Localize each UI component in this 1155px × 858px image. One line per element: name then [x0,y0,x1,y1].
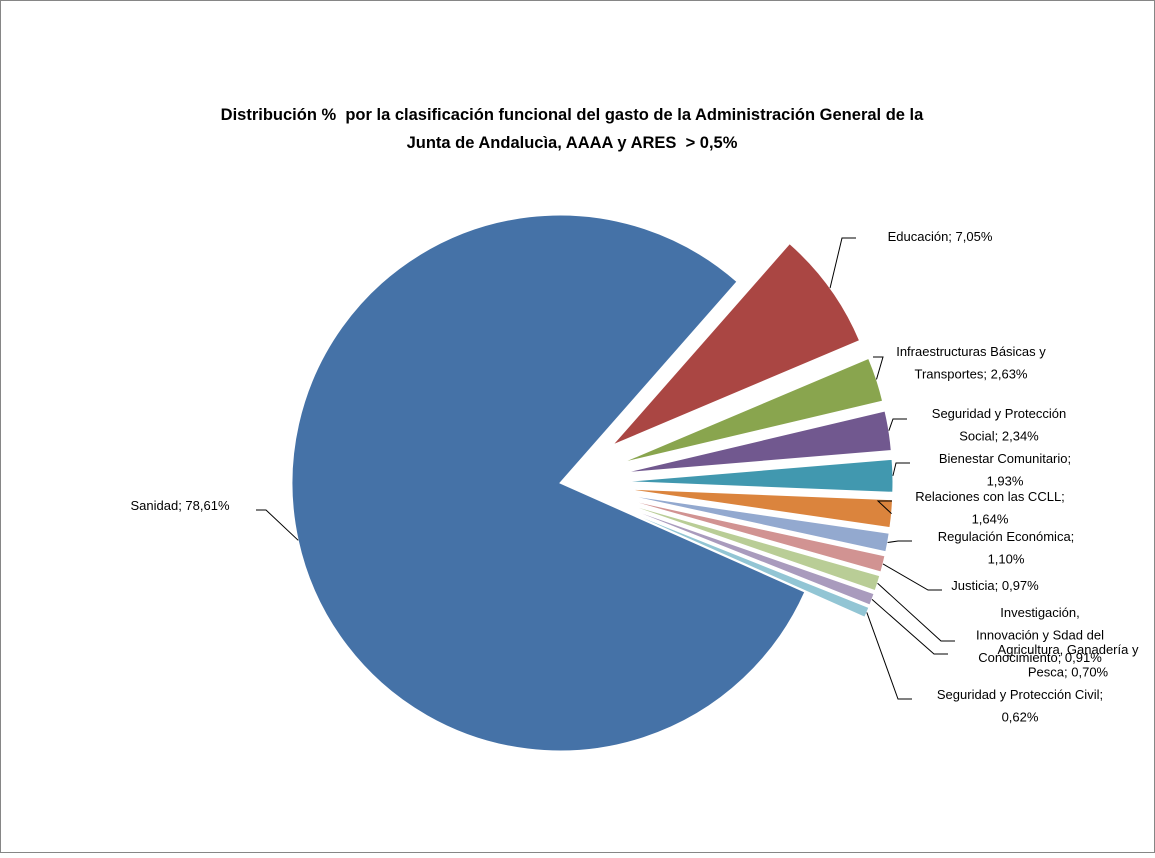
pie-slice [621,357,884,464]
data-label: Regulación Económica; 1,10% [938,529,1075,567]
pie-slice [612,242,861,446]
leader-line [892,462,910,476]
pie-slice [619,507,870,618]
pie-slice [624,458,894,493]
data-label: Seguridad y Protección Civil; 0,62% [937,687,1103,725]
data-label: Sanidad; 78,61% [130,498,229,513]
data-label: Relaciones con las CCLL; 1,64% [915,489,1065,527]
leader-line [887,540,912,544]
leader-line [888,418,907,431]
pie-slice [291,214,806,752]
data-label: Investigación, Innovación y Sdad del Conoc… [976,605,1104,665]
leader-line [873,356,884,380]
pie-slice [620,505,875,606]
data-label: Bienestar Comunitario; 1,93% [939,451,1071,489]
leader-line [871,598,948,655]
leader-line [866,612,912,700]
leader-line [256,509,299,541]
data-label: Agricultura, Ganadería y Pesca; 0,70% [998,642,1139,680]
leader-line [876,500,892,515]
leader-line [829,237,856,289]
data-label: Justicia; 0,97% [951,578,1039,593]
chart-title: Distribución % por la clasificación func… [221,106,924,152]
leader-line [882,563,942,591]
data-label: Infraestructuras Básicas y Transportes; 2… [896,344,1046,382]
data-label: Educación; 7,05% [888,229,993,244]
leader-line [877,582,955,642]
data-label: Seguridad y Protección Social; 2,34% [932,406,1066,444]
pie-slice [623,494,890,553]
